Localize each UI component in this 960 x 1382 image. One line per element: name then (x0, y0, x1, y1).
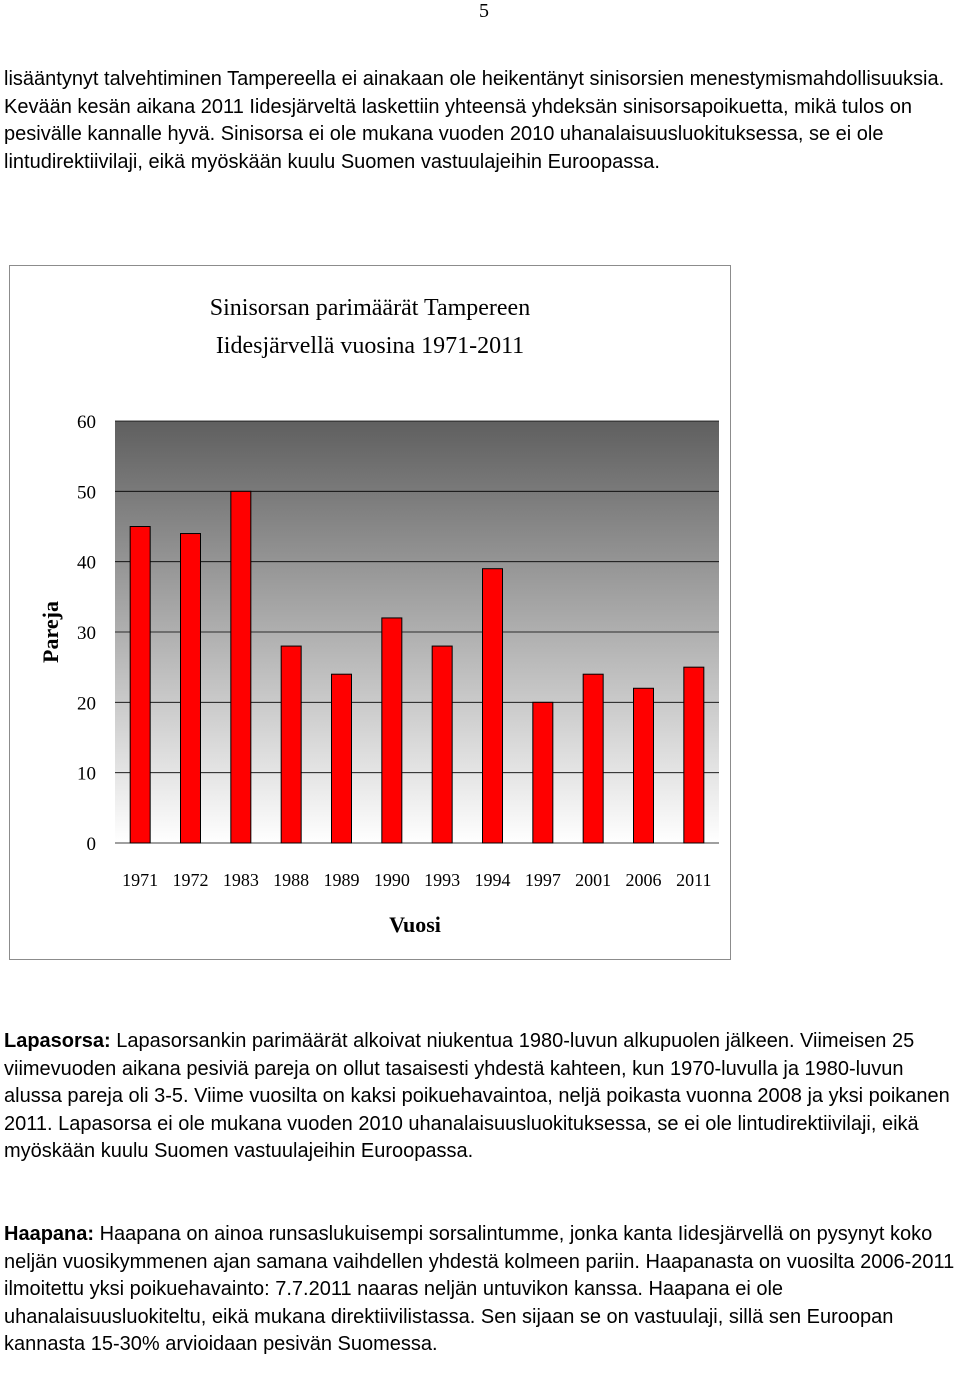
x-tick-label: 1994 (475, 870, 511, 890)
x-tick-label: 1997 (525, 870, 561, 890)
x-tick-label: 2001 (575, 870, 611, 890)
bar-2011 (683, 666, 705, 844)
chart-title-line2: Iidesjärvellä vuosina 1971-2011 (216, 333, 524, 359)
x-tick-label: 2006 (626, 870, 662, 890)
y-tick-label: 30 (77, 623, 96, 644)
bar-1994 (482, 568, 503, 844)
paragraph-haapana-title: Haapana: (4, 1223, 95, 1245)
y-tick-label: 60 (77, 412, 96, 433)
bar-1989 (331, 673, 352, 844)
y-tick-label: 10 (77, 764, 96, 785)
y-tick-label: 50 (77, 482, 96, 503)
x-tick-label: 1993 (424, 870, 460, 890)
x-tick-label: 1972 (173, 870, 209, 890)
bar-1983 (230, 490, 252, 844)
chart-frame: Sinisorsan parimäärät Tampereen Iidesjär… (9, 265, 731, 960)
paragraph-lapasorsa-title: Lapasorsa: (4, 1030, 111, 1052)
paragraph-sinisorsa: lisääntynyt talvehtiminen Tampereella ei… (4, 68, 945, 173)
bar-chart: Sinisorsan parimäärät Tampereen Iidesjär… (38, 295, 719, 937)
x-tick-label: 1971 (122, 870, 158, 890)
y-tick-label: 20 (77, 693, 96, 714)
paragraph-haapana: Haapana: Haapana on ainoa runsaslukuisem… (4, 1221, 956, 1359)
paragraph-lapasorsa-body: Lapasorsankin parimäärät alkoivat niuken… (4, 1030, 950, 1162)
y-tick-label: 0 (87, 834, 97, 855)
bar-1988 (280, 645, 302, 844)
x-tick-label: 1988 (273, 870, 309, 890)
bar-1997 (532, 701, 554, 844)
chart-title-line1: Sinisorsan parimäärät Tampereen (210, 295, 530, 321)
bar-2001 (582, 673, 604, 844)
x-tick-label: 1983 (223, 870, 259, 890)
x-axis-label: Vuosi (389, 912, 441, 937)
paragraph-haapana-body: Haapana on ainoa runsaslukuisempi sorsal… (4, 1223, 955, 1355)
bar-1990 (381, 617, 403, 844)
y-axis-label: Pareja (38, 601, 63, 663)
paragraph-lapasorsa: Lapasorsa: Lapasorsankin parimäärät alko… (4, 1028, 956, 1166)
y-tick-label: 40 (77, 553, 96, 574)
bar-1972 (180, 533, 201, 844)
x-tick-label: 2011 (676, 870, 711, 890)
page-number: 5 (479, 0, 489, 22)
bar-1971 (129, 526, 151, 844)
x-tick-label: 1989 (324, 870, 360, 890)
x-tick-label: 1990 (374, 870, 410, 890)
bar-1993 (431, 645, 453, 844)
bar-2006 (633, 687, 654, 844)
